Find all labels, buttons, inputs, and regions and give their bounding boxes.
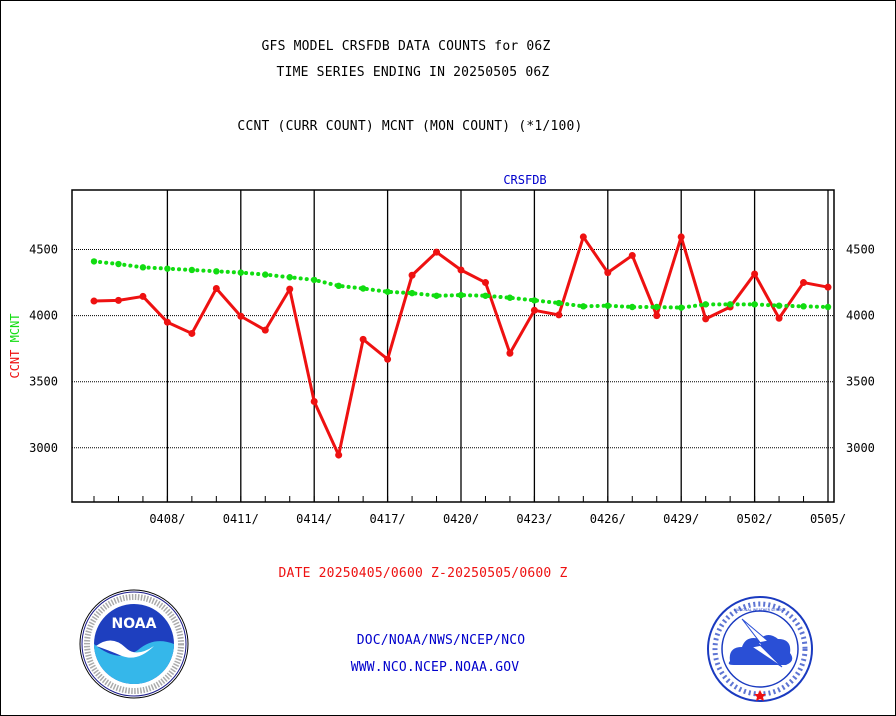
data-point-ccnt bbox=[90, 297, 98, 305]
data-point-ccnt bbox=[677, 233, 685, 241]
data-point-ccnt bbox=[457, 266, 465, 274]
data-point-ccnt bbox=[579, 233, 587, 241]
data-point-ccnt bbox=[163, 318, 171, 326]
data-point-mcnt bbox=[702, 301, 709, 308]
data-point-mcnt bbox=[335, 282, 342, 290]
y-tick-label-left: 3000 bbox=[29, 441, 58, 455]
data-point-mcnt bbox=[824, 303, 832, 311]
data-point-mcnt bbox=[262, 271, 269, 278]
data-point-mcnt bbox=[678, 304, 685, 311]
data-point-ccnt bbox=[212, 284, 220, 292]
x-tick-label: 0429/ bbox=[663, 512, 699, 526]
data-point-ccnt bbox=[702, 315, 710, 323]
data-point-mcnt bbox=[482, 292, 489, 299]
data-point-mcnt bbox=[188, 266, 196, 274]
data-point-mcnt bbox=[604, 302, 611, 309]
data-point-mcnt bbox=[506, 294, 514, 301]
data-point-mcnt bbox=[115, 260, 122, 268]
noaa-logo: NOAA bbox=[79, 589, 189, 699]
y-tick-label-left: 4500 bbox=[29, 242, 58, 256]
data-point-mcnt bbox=[751, 301, 758, 308]
data-point-ccnt bbox=[261, 326, 269, 334]
data-point-ccnt bbox=[775, 314, 783, 322]
data-point-mcnt bbox=[286, 274, 293, 281]
date-range: DATE 20250405/0600 Z-20250505/0600 Z bbox=[278, 566, 568, 581]
data-point-ccnt bbox=[481, 279, 489, 287]
data-point-mcnt bbox=[433, 292, 440, 299]
y-tick-label-right: 3500 bbox=[846, 375, 875, 389]
data-point-mcnt bbox=[164, 265, 171, 272]
y-axis-label-part: CCNT bbox=[8, 350, 22, 379]
data-point-ccnt bbox=[751, 270, 759, 278]
data-point-ccnt bbox=[555, 311, 563, 319]
data-point-ccnt bbox=[359, 335, 367, 343]
org-path-link[interactable]: DOC/NOAA/NWS/NCEP/NCO bbox=[356, 633, 526, 648]
noaa-logo-text: NOAA bbox=[112, 616, 157, 632]
data-point-mcnt bbox=[237, 269, 244, 276]
data-point-mcnt bbox=[580, 303, 587, 310]
y-tick-label-left: 4000 bbox=[29, 309, 58, 323]
data-point-mcnt bbox=[457, 291, 465, 299]
data-point-ccnt bbox=[530, 306, 538, 314]
y-tick-label-right: 4000 bbox=[846, 309, 875, 323]
data-point-ccnt bbox=[384, 355, 392, 363]
data-point-mcnt bbox=[531, 297, 538, 304]
data-point-mcnt bbox=[90, 258, 98, 265]
data-point-ccnt bbox=[139, 292, 147, 300]
chart-subtitle: CCNT (CURR COUNT) MCNT (MON COUNT) (*1/1… bbox=[237, 119, 583, 134]
data-point-mcnt bbox=[311, 276, 318, 284]
data-point-ccnt bbox=[286, 285, 294, 293]
x-tick-label: 0502/ bbox=[737, 512, 773, 526]
plot-label: CRSFDB bbox=[503, 173, 546, 187]
data-point-ccnt bbox=[188, 329, 196, 337]
x-tick-label: 0408/ bbox=[149, 512, 185, 526]
data-point-ccnt bbox=[408, 271, 416, 279]
x-tick-label: 0414/ bbox=[296, 512, 332, 526]
data-point-ccnt bbox=[628, 251, 636, 259]
data-point-ccnt bbox=[237, 312, 245, 320]
y-tick-label-right: 3000 bbox=[846, 441, 875, 455]
data-point-ccnt bbox=[653, 312, 661, 320]
data-point-mcnt bbox=[653, 303, 660, 311]
data-point-mcnt bbox=[408, 289, 416, 297]
data-point-mcnt bbox=[384, 288, 391, 295]
data-point-ccnt bbox=[433, 248, 441, 256]
data-point-mcnt bbox=[139, 264, 147, 271]
data-point-mcnt bbox=[359, 285, 367, 292]
data-point-mcnt bbox=[800, 303, 807, 310]
data-point-mcnt bbox=[726, 301, 734, 308]
x-tick-label: 0505/ bbox=[810, 512, 846, 526]
data-point-mcnt bbox=[213, 268, 220, 275]
y-tick-label-right: 4500 bbox=[846, 242, 875, 256]
y-tick-label-left: 3500 bbox=[29, 375, 58, 389]
data-point-mcnt bbox=[775, 302, 783, 309]
x-tick-label: 0420/ bbox=[443, 512, 479, 526]
chart-title-line1: GFS MODEL CRSFDB DATA COUNTS for 06Z bbox=[261, 39, 551, 54]
data-point-ccnt bbox=[114, 296, 122, 304]
x-tick-label: 0411/ bbox=[223, 512, 259, 526]
x-tick-label: 0423/ bbox=[516, 512, 552, 526]
data-point-ccnt bbox=[310, 398, 318, 406]
y-axis-label: CCNT MCNT bbox=[8, 313, 22, 378]
data-point-mcnt bbox=[555, 299, 563, 307]
chart-title-line2: TIME SERIES ENDING IN 20250505 06Z bbox=[276, 65, 550, 80]
nws-logo: NATIONAL WEATHER SERVICE bbox=[707, 596, 813, 702]
x-tick-label: 0417/ bbox=[370, 512, 406, 526]
data-point-ccnt bbox=[800, 279, 808, 287]
nws-logo-text: NATIONAL WEATHER SERVICE bbox=[734, 608, 786, 612]
data-point-mcnt bbox=[629, 303, 636, 311]
data-point-ccnt bbox=[824, 283, 832, 291]
plot-border bbox=[71, 189, 835, 503]
data-point-ccnt bbox=[335, 451, 343, 459]
y-axis-label-part: MCNT bbox=[8, 313, 22, 349]
x-tick-label: 0426/ bbox=[590, 512, 626, 526]
website-link[interactable]: WWW.NCO.NCEP.NOAA.GOV bbox=[350, 660, 520, 675]
data-point-ccnt bbox=[506, 349, 514, 357]
data-point-ccnt bbox=[604, 269, 612, 277]
